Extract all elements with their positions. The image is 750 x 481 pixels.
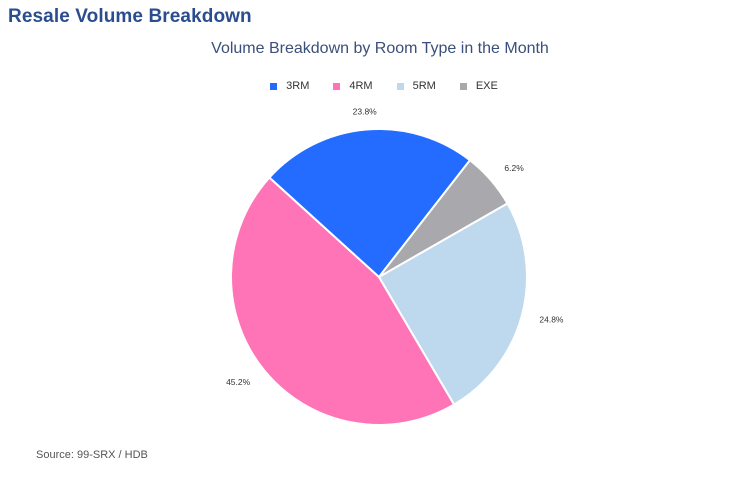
chart-legend: 3RM 4RM 5RM EXE — [0, 80, 750, 92]
pie-label-5rm: 24.8% — [539, 315, 564, 325]
legend-item-5rm[interactable]: 5RM — [396, 80, 436, 92]
legend-swatch-5rm — [396, 82, 404, 90]
legend-swatch-4rm — [333, 82, 341, 90]
pie-label-exe: 6.2% — [504, 163, 524, 173]
legend-item-3rm[interactable]: 3RM — [270, 80, 309, 92]
legend-swatch-3rm — [270, 82, 278, 90]
pie-label-3rm: 23.8% — [353, 107, 378, 117]
legend-swatch-exe — [459, 82, 467, 90]
legend-label-5rm: 5RM — [412, 80, 436, 92]
pie-slice-4rm[interactable] — [230, 176, 456, 426]
chart-title: Volume Breakdown by Room Type in the Mon… — [211, 40, 549, 57]
pie-slice-3rm[interactable] — [267, 128, 472, 279]
legend-item-exe[interactable]: EXE — [459, 80, 498, 92]
page-title: Resale Volume Breakdown — [8, 6, 252, 27]
pie-slice-5rm[interactable] — [377, 202, 528, 406]
legend-item-4rm[interactable]: 4RM — [333, 80, 373, 92]
legend-label-exe: EXE — [475, 80, 498, 92]
legend-label-3rm: 3RM — [286, 80, 310, 92]
pie-label-4rm: 45.2% — [226, 377, 251, 387]
legend-label-4rm: 4RM — [349, 80, 373, 92]
source-note: Source: 99-SRX / HDB — [36, 449, 148, 461]
